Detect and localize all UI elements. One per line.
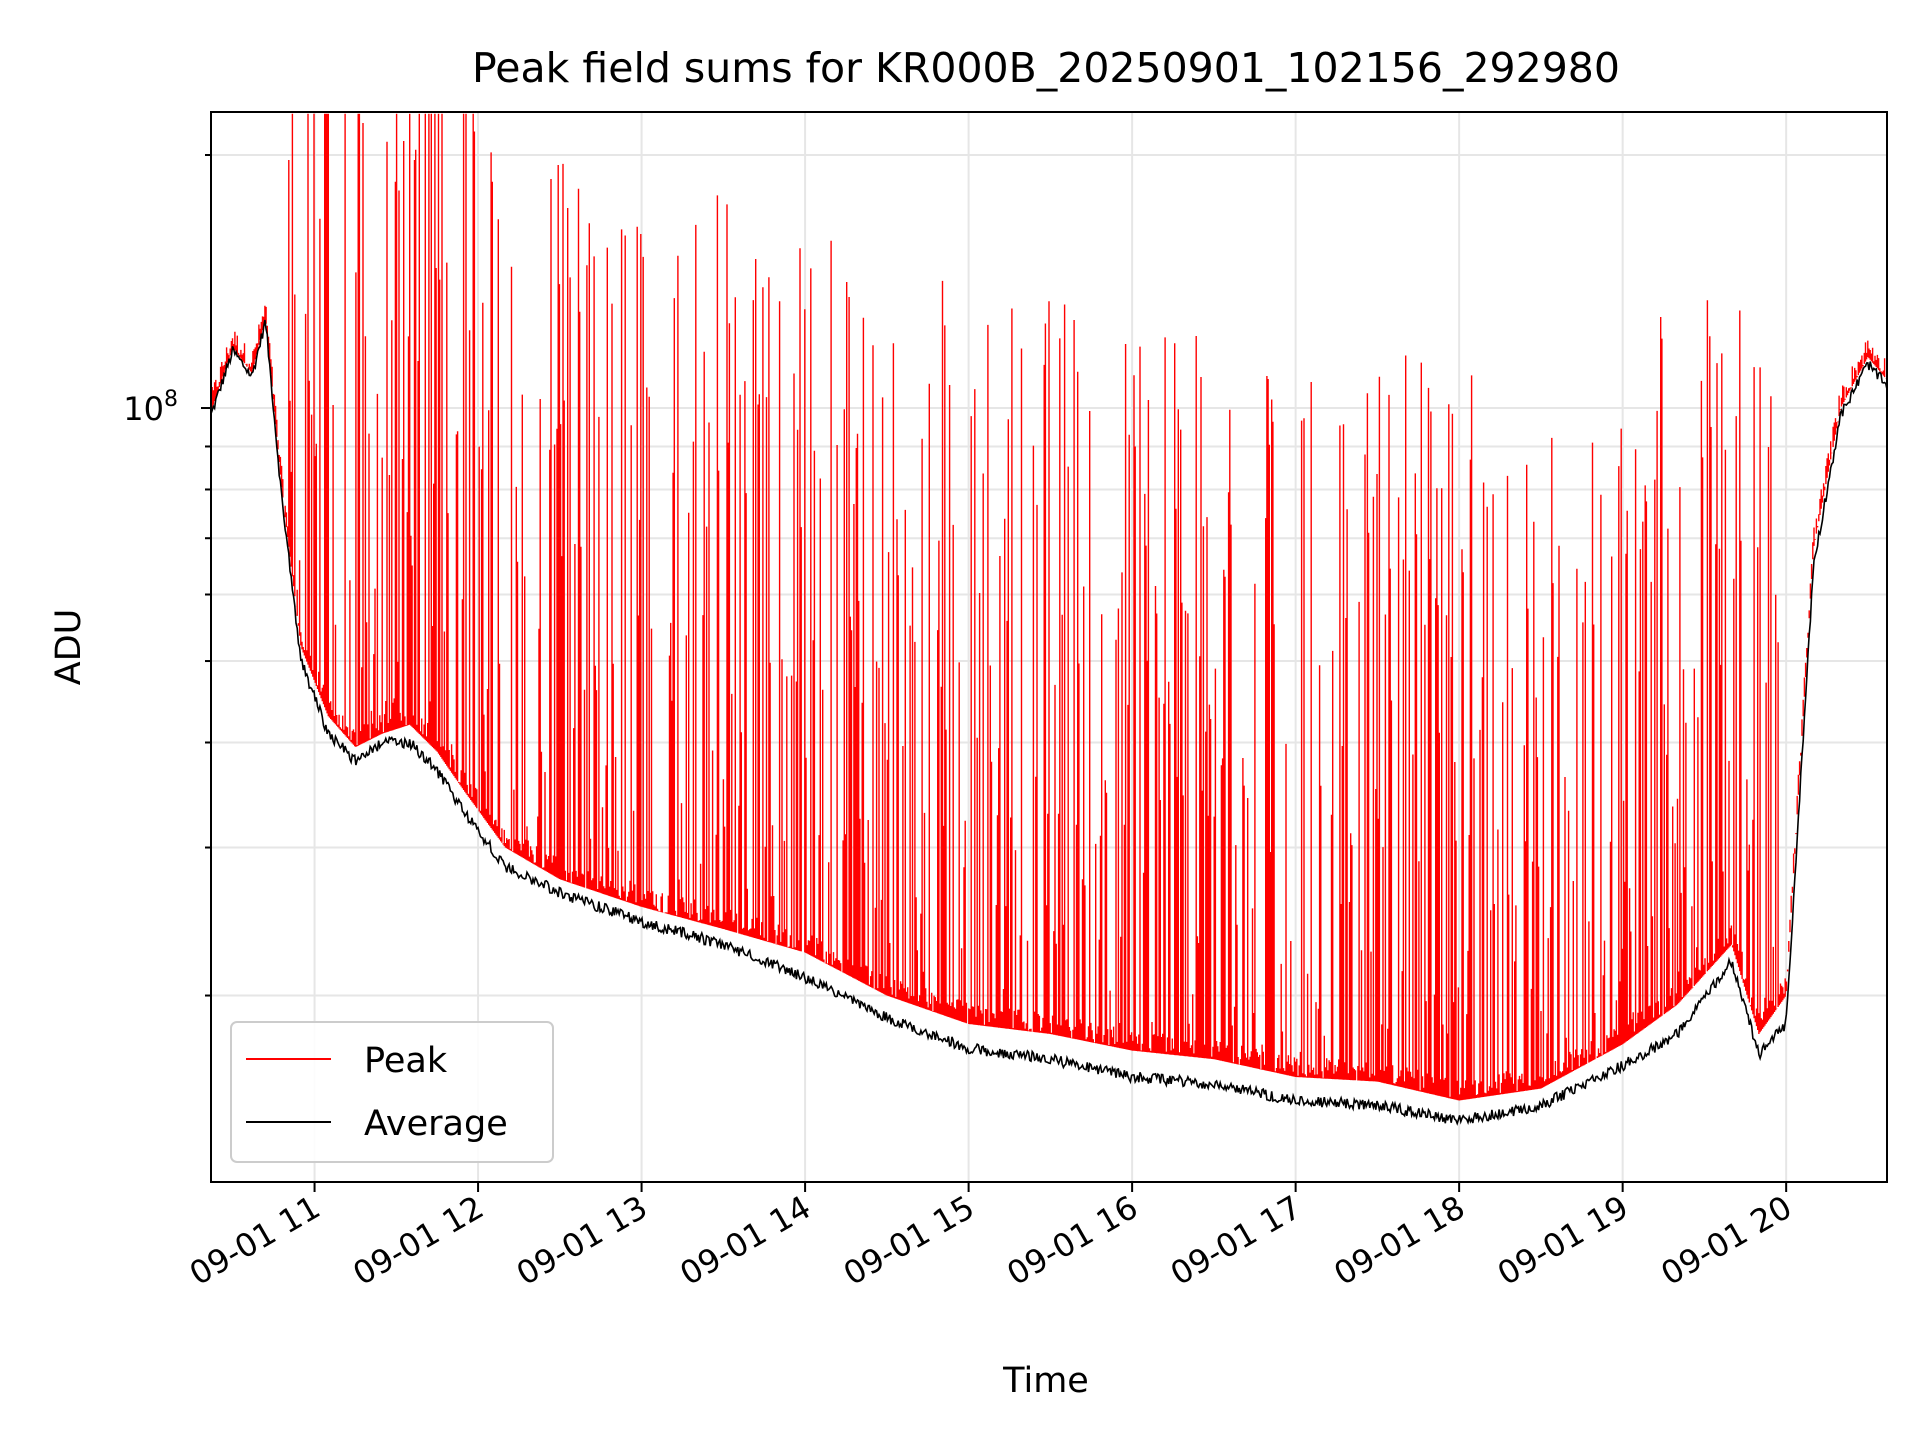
y-tick-exponent: 8 <box>164 387 178 412</box>
plot-frame <box>210 111 1888 1183</box>
y-axis-label: ADU <box>49 609 89 686</box>
legend-label-average: Average <box>364 1104 508 1144</box>
legend: Peak Average <box>230 1021 554 1163</box>
y-axis-ticks <box>201 153 211 997</box>
x-axis-label: Time <box>1002 1361 1089 1401</box>
legend-box <box>230 1021 554 1163</box>
legend-label-peak: Peak <box>364 1041 448 1081</box>
series-line-average <box>210 319 1888 1126</box>
y-tick-base: 10 <box>123 390 164 428</box>
y-tick-label-major: 108 <box>123 387 178 428</box>
chart-title: Peak field sums for KR000B_20250901_1021… <box>472 44 1620 92</box>
